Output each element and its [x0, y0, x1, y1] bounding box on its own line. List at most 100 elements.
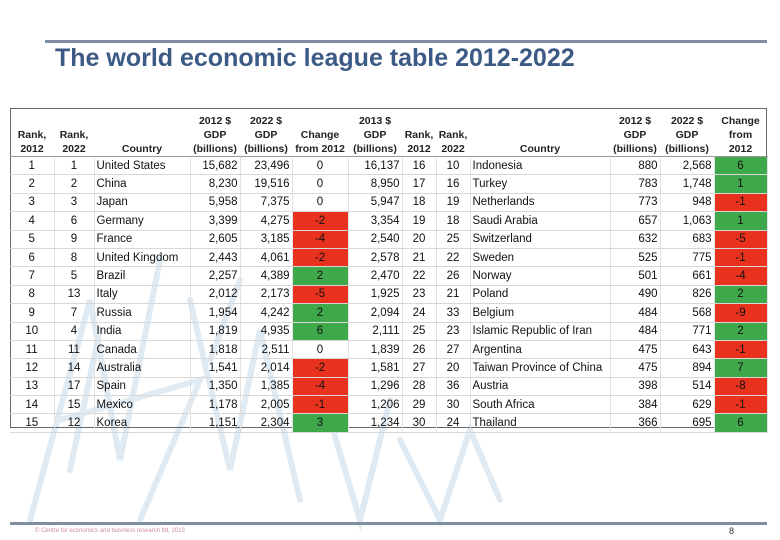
table-row: 12 14 Australia 1,541 2,014 -2 1,581 27 20 Taiwan… — [10, 358, 768, 378]
table-cell: Brazil — [94, 266, 191, 286]
table-cell: 2 — [54, 174, 95, 194]
table-cell: 5,947 — [348, 193, 403, 213]
table-cell: 2 — [10, 174, 55, 194]
table-cell: 2,094 — [348, 303, 403, 323]
table-row: 7 5 Brazil 2,257 4,389 2 2,470 22 26 Norway 501 661… — [10, 266, 768, 286]
table-row: 6 8 United Kingdom 2,443 4,061 -2 2,578 21 22 Swe… — [10, 248, 768, 268]
table-cell: 28 — [402, 377, 437, 397]
table-cell: 5 — [54, 266, 95, 286]
table-cell: India — [94, 322, 191, 341]
table-cell: 13 — [10, 377, 55, 397]
change-cell: -5 — [714, 230, 768, 249]
table-cell: 1,819 — [190, 322, 241, 341]
header-gdp-2013: 2013 $ GDP (billions) — [348, 108, 402, 157]
table-cell: Russia — [94, 303, 191, 323]
table-cell: 12 — [10, 358, 55, 378]
table-cell: 3,399 — [190, 211, 241, 231]
table-cell: 525 — [610, 248, 661, 268]
table-cell: 826 — [660, 285, 715, 305]
table-cell: Poland — [470, 285, 611, 305]
table-cell: Thailand — [470, 413, 611, 433]
table-cell: 3 — [54, 193, 95, 213]
table-cell: Spain — [94, 377, 191, 397]
header-gdp-2022-b: 2022 $ GDP (billions) — [660, 108, 714, 157]
header-country: Country — [94, 108, 190, 157]
table-cell: 8,950 — [348, 174, 403, 194]
table-cell: 26 — [436, 266, 471, 286]
table-cell: 7 — [54, 303, 95, 323]
table-cell: 2,578 — [348, 248, 403, 268]
table-cell: 1,063 — [660, 211, 715, 231]
table-cell: 1,296 — [348, 377, 403, 397]
table-cell: 9 — [10, 303, 55, 323]
table-cell: Sweden — [470, 248, 611, 268]
table-header-row: Rank, 2012 Rank, 2022 Country 2012 $ GDP… — [10, 108, 767, 157]
page-title: The world economic league table 2012-202… — [55, 44, 575, 72]
change-cell: -2 — [292, 358, 349, 378]
table-cell: 6 — [10, 248, 55, 268]
table-cell: 366 — [610, 413, 661, 433]
change-cell: -1 — [714, 248, 768, 268]
table-cell: 27 — [402, 358, 437, 378]
change-cell: -1 — [714, 193, 768, 213]
table-cell: 12 — [54, 413, 95, 433]
table-cell: 20 — [436, 358, 471, 378]
table-cell: Canada — [94, 340, 191, 360]
table-cell: 5 — [10, 230, 55, 249]
table-cell: 10 — [10, 322, 55, 341]
table-cell: 26 — [402, 340, 437, 360]
table-cell: Argentina — [470, 340, 611, 360]
table-cell: Korea — [94, 413, 191, 433]
table-row: 9 7 Russia 1,954 4,242 2 2,094 24 33 Belgium 484 56… — [10, 303, 768, 323]
table-cell: 1 — [10, 156, 55, 176]
bottom-rule — [10, 522, 767, 525]
change-cell: 2 — [714, 285, 768, 305]
table-cell: 2,173 — [240, 285, 293, 305]
header-gdp-2012-b: 2012 $ GDP (billions) — [610, 108, 660, 157]
change-cell: 7 — [714, 358, 768, 378]
header-country-b: Country — [470, 108, 610, 157]
table-cell: United States — [94, 156, 191, 176]
table-cell: 4,061 — [240, 248, 293, 268]
table-cell: 4 — [10, 211, 55, 231]
table-cell: 484 — [610, 322, 661, 341]
table-cell: 657 — [610, 211, 661, 231]
change-cell: 2 — [714, 322, 768, 341]
header-rank-2022: Rank, 2022 — [54, 108, 94, 157]
table-cell: Belgium — [470, 303, 611, 323]
table-cell: 16 — [436, 174, 471, 194]
table-row: 10 4 India 1,819 4,935 6 2,111 25 23 Islamic Repu… — [10, 322, 768, 341]
change-cell: -5 — [292, 285, 349, 305]
table-cell: 4,935 — [240, 322, 293, 341]
table-cell: 33 — [436, 303, 471, 323]
league-table: Rank, 2012 Rank, 2022 Country 2012 $ GDP… — [10, 108, 768, 433]
table-cell: 643 — [660, 340, 715, 360]
table-cell: 1,541 — [190, 358, 241, 378]
change-cell: -8 — [714, 377, 768, 397]
table-cell: 2,304 — [240, 413, 293, 433]
change-cell: 3 — [292, 413, 349, 433]
table-cell: 17 — [402, 174, 437, 194]
table-cell: 13 — [54, 285, 95, 305]
table-cell: 24 — [436, 413, 471, 433]
table-cell: 1,954 — [190, 303, 241, 323]
table-cell: 773 — [610, 193, 661, 213]
table-cell: 695 — [660, 413, 715, 433]
table-cell: 22 — [402, 266, 437, 286]
table-cell: Saudi Arabia — [470, 211, 611, 231]
table-cell: 23 — [402, 285, 437, 305]
table-cell: 19 — [402, 211, 437, 231]
table-cell: 2,511 — [240, 340, 293, 360]
table-cell: 19 — [436, 193, 471, 213]
table-cell: 20 — [402, 230, 437, 249]
table-cell: 1,350 — [190, 377, 241, 397]
table-cell: 948 — [660, 193, 715, 213]
table-row: 2 2 China 8,230 19,516 0 8,950 17 16 Turkey 783 1,7… — [10, 174, 768, 194]
table-row: 4 6 Germany 3,399 4,275 -2 3,354 19 18 Saudi Arab… — [10, 211, 768, 231]
table-cell: 4,275 — [240, 211, 293, 231]
table-row: 15 12 Korea 1,151 2,304 3 1,234 30 24 Thailand 366… — [10, 413, 768, 433]
change-cell: 2 — [292, 266, 349, 286]
header-rank-2012-b: Rank, 2012 — [402, 108, 436, 157]
table-cell: Switzerland — [470, 230, 611, 249]
table-cell: 1,748 — [660, 174, 715, 194]
